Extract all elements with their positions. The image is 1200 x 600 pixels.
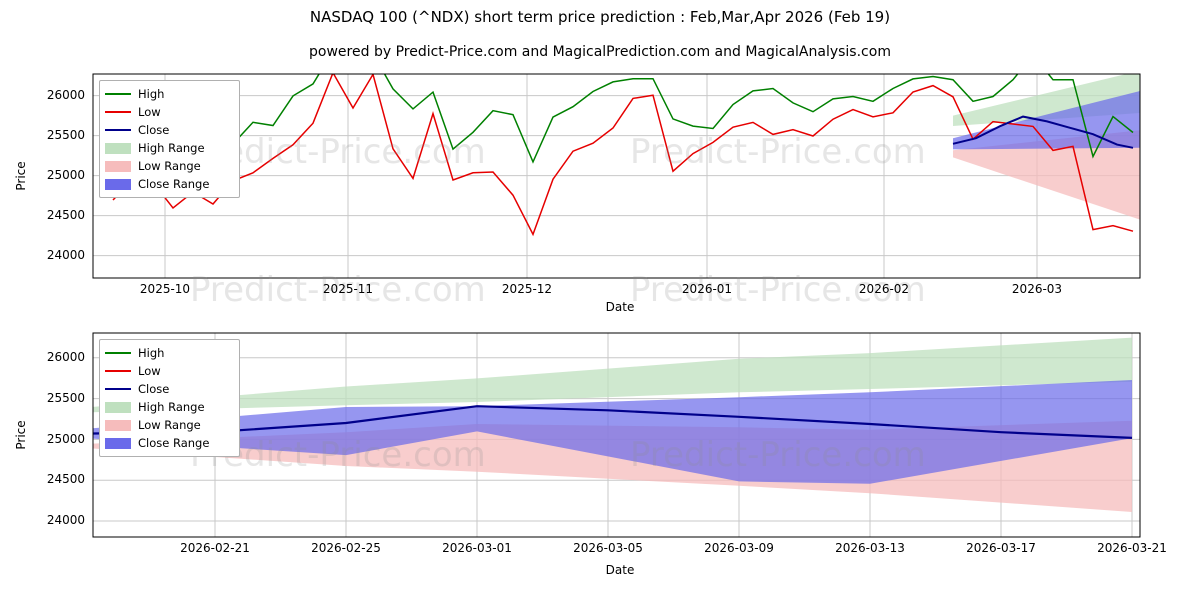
top-close-line	[952, 115, 1134, 149]
legend-item-high-range[interactable]: High Range	[105, 139, 233, 157]
legend-item-low-2[interactable]: Low	[105, 362, 233, 380]
legend-key-low-range-2	[105, 419, 131, 431]
legend-label-low-range-2: Low Range	[138, 418, 201, 432]
legend-label-close-2: Close	[138, 382, 170, 396]
top-ytick-25000: 25000	[46, 168, 85, 182]
top-low-line	[112, 74, 1134, 237]
top-xtick-5: 2026-03	[1011, 282, 1063, 296]
top-xtick-1: 2025-11	[322, 282, 374, 296]
top-chart-panel: Predict-Price.com Predict-Price.com Pred…	[0, 60, 1200, 314]
legend-label-low-2: Low	[138, 364, 161, 378]
legend-key-close	[105, 124, 131, 136]
top-ytick-24000: 24000	[46, 248, 85, 262]
bottom-xtick-0: 2026-02-21	[180, 541, 250, 555]
bottom-xtick-2: 2026-03-01	[442, 541, 512, 555]
legend-label-high-range: High Range	[138, 141, 205, 155]
bottom-ytick-25500: 25500	[46, 391, 85, 405]
bottom-xtick-1: 2026-02-25	[311, 541, 381, 555]
legend-key-low-2	[105, 365, 131, 377]
legend-item-close-range-2[interactable]: Close Range	[105, 434, 233, 452]
legend-item-close-2[interactable]: Close	[105, 380, 233, 398]
bottom-ytick-25000: 25000	[46, 432, 85, 446]
legend-item-close[interactable]: Close	[105, 121, 233, 139]
top-xtick-4: 2026-02	[858, 282, 910, 296]
bottom-legend: High Low Close High Range Low Range Clos…	[99, 339, 240, 457]
top-xtick-3: 2026-01	[681, 282, 733, 296]
legend-key-low	[105, 106, 131, 118]
legend-item-close-range[interactable]: Close Range	[105, 175, 233, 193]
legend-item-low[interactable]: Low	[105, 103, 233, 121]
top-xtick-2: 2025-12	[501, 282, 553, 296]
legend-item-low-range[interactable]: Low Range	[105, 157, 233, 175]
bottom-ytick-26000: 26000	[46, 350, 85, 364]
legend-label-low-range: Low Range	[138, 159, 201, 173]
bottom-xtick-5: 2026-03-13	[835, 541, 905, 555]
top-xtick-0: 2025-10	[139, 282, 191, 296]
legend-key-high-2	[105, 347, 131, 359]
legend-item-high-range-2[interactable]: High Range	[105, 398, 233, 416]
legend-key-close-2	[105, 383, 131, 395]
bottom-yaxis-label: Price	[14, 420, 28, 450]
page-subtitle: powered by Predict-Price.com and Magical…	[309, 44, 891, 60]
legend-label-high-2: High	[138, 346, 165, 360]
bottom-xaxis-label: Date	[605, 563, 635, 577]
top-high-line	[112, 74, 1134, 186]
top-ytick-26000: 26000	[46, 88, 85, 102]
top-ytick-25500: 25500	[46, 128, 85, 142]
legend-label-high-range-2: High Range	[138, 400, 205, 414]
legend-item-low-range-2[interactable]: Low Range	[105, 416, 233, 434]
bottom-chart-svg	[92, 332, 1141, 538]
top-ytick-24500: 24500	[46, 208, 85, 222]
bottom-xtick-7: 2026-03-21	[1097, 541, 1167, 555]
page-title: NASDAQ 100 (^NDX) short term price predi…	[309, 8, 891, 26]
bottom-xtick-3: 2026-03-05	[573, 541, 643, 555]
top-yaxis-label: Price	[14, 161, 28, 191]
top-low-range-band	[953, 130, 1140, 220]
legend-label-close-range: Close Range	[138, 177, 210, 191]
legend-item-high-2[interactable]: High	[105, 344, 233, 362]
top-gridlines	[93, 95, 1140, 257]
legend-label-high: High	[138, 87, 165, 101]
legend-label-close: Close	[138, 123, 170, 137]
bottom-ytick-24000: 24000	[46, 513, 85, 527]
legend-label-low: Low	[138, 105, 161, 119]
legend-key-low-range	[105, 160, 131, 172]
legend-key-high-range	[105, 142, 131, 154]
legend-item-high[interactable]: High	[105, 85, 233, 103]
bottom-ytick-24500: 24500	[46, 472, 85, 486]
bottom-high-range-band	[93, 337, 1132, 413]
bottom-xtick-4: 2026-03-09	[704, 541, 774, 555]
legend-label-close-range-2: Close Range	[138, 436, 210, 450]
legend-key-high-range-2	[105, 401, 131, 413]
bottom-close-range-band	[93, 380, 1132, 484]
legend-key-close-range-2	[105, 437, 131, 449]
top-xaxis-label: Date	[605, 300, 635, 314]
bottom-chart-panel: Predict-Price.com Predict-Price.com	[0, 325, 1200, 595]
bottom-close-line	[93, 405, 1133, 439]
top-chart-svg	[92, 73, 1141, 279]
bottom-xtick-6: 2026-03-17	[966, 541, 1036, 555]
top-legend: High Low Close High Range Low Range Clos…	[99, 80, 240, 198]
legend-key-close-range	[105, 178, 131, 190]
legend-key-high	[105, 88, 131, 100]
